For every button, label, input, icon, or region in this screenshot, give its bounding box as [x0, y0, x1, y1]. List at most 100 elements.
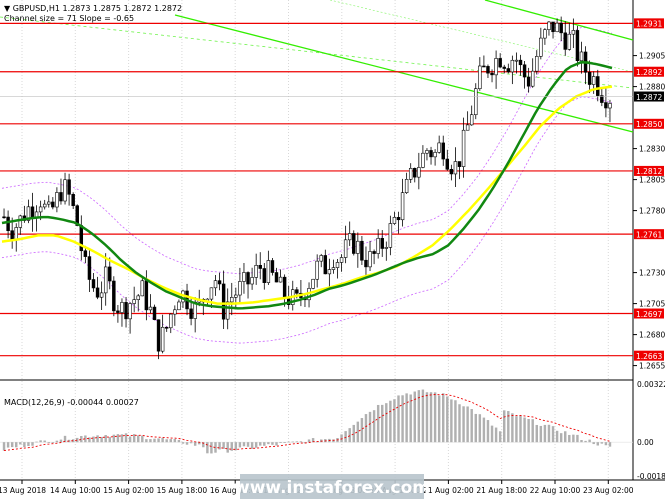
macd-bar [372, 410, 376, 443]
candle-bear [518, 59, 523, 66]
level-label: 1.2892 [636, 68, 662, 77]
candle-bull [266, 260, 271, 283]
candle-bear [522, 64, 527, 78]
candle-bull [469, 114, 474, 126]
macd-bar [193, 442, 197, 446]
candle-bear [258, 265, 262, 269]
candle-bear [449, 168, 454, 175]
candle-bull [384, 247, 389, 249]
level-tag [634, 165, 664, 176]
candle-bull [494, 58, 498, 76]
macd-bar [31, 442, 34, 446]
candle-bull [173, 309, 177, 315]
candle-bear [600, 95, 604, 103]
macd-bar [112, 434, 116, 443]
candle-bear [596, 76, 600, 96]
candle-bull [99, 292, 104, 298]
macd-bar [588, 439, 591, 443]
candle-bull [140, 280, 145, 297]
macd-bar [511, 413, 514, 443]
time-tick-label: 15 Aug 18:00 [157, 486, 208, 495]
macd-bar [27, 442, 30, 446]
candle-bear [587, 71, 592, 85]
candle-bear [152, 306, 157, 321]
macd-bar [2, 442, 6, 451]
candlesticks [2, 16, 612, 360]
candle-bull [356, 240, 360, 254]
watermark: www.instaforex.com [234, 478, 430, 498]
macd-bar [576, 434, 579, 443]
candle-bear [71, 194, 75, 206]
macd-bar [474, 413, 477, 443]
moving-averages: 1.2872 [0, 60, 664, 310]
macd-bar [254, 442, 258, 448]
candle-bull [331, 267, 336, 270]
candle-bull [347, 233, 352, 241]
macd-bar [71, 439, 75, 443]
candle-bull [103, 266, 108, 294]
candle-bull [417, 167, 421, 178]
macd-bar [486, 420, 490, 443]
candle-bull [461, 129, 466, 167]
candle-bull [148, 306, 153, 311]
macd-bar [63, 435, 67, 443]
level-label: 1.2663 [636, 352, 662, 361]
channel-upper-line [484, 0, 634, 41]
candle-bull [136, 295, 140, 300]
macd-bar [527, 418, 530, 443]
candle-bull [408, 167, 413, 180]
candle-bear [360, 240, 364, 261]
candle-bear [429, 150, 433, 158]
price-tick-label: 1.2730 [639, 269, 665, 278]
macd-bar [234, 442, 238, 451]
level-tag [634, 118, 664, 129]
regression-channel [0, 0, 634, 133]
price-tick-label: 1.2830 [639, 145, 665, 154]
macd-bar [149, 439, 152, 443]
candle-bull [437, 142, 441, 153]
candle-bear [59, 192, 63, 202]
macd-bar [535, 424, 538, 443]
candle-bear [502, 66, 506, 69]
candle-bull [14, 227, 18, 241]
macd-bar [555, 430, 559, 443]
macd-bar [185, 442, 189, 445]
candle-bull [376, 238, 380, 254]
macd-bar [498, 431, 502, 443]
channel-dotted-line [0, 16, 634, 89]
symbol-header: ▼ GBPUSD,H1 1.2873 1.2875 1.2872 1.2872 [4, 4, 183, 13]
macd-bar [267, 442, 270, 445]
level-tag [634, 66, 664, 77]
candle-bull [169, 313, 173, 329]
channel-middle-line [174, 14, 634, 133]
time-tick-label: 15 Aug 02:00 [103, 486, 154, 495]
price-tick-label: 1.2680 [639, 331, 665, 340]
candle-bull [63, 179, 67, 202]
macd-bar [458, 404, 461, 443]
macd-bar [104, 435, 107, 443]
macd-bar [401, 395, 404, 443]
candle-bear [189, 308, 193, 319]
candle-bull [128, 303, 132, 320]
macd-bar [173, 438, 177, 443]
macd-bar [551, 426, 555, 443]
price-tick-label: 1.2905 [639, 52, 665, 61]
macd-bar [340, 434, 343, 443]
macd-bar [283, 442, 286, 444]
time-tick-label: 22 Aug 10:00 [530, 486, 581, 495]
candle-bull [213, 280, 218, 289]
candle-bull [311, 278, 315, 289]
candle-bull [278, 276, 283, 283]
macd-bar [543, 424, 547, 443]
candle-bull [335, 262, 340, 268]
candle-bull [327, 269, 332, 275]
candle-bear [112, 280, 116, 312]
macd-bar [242, 442, 246, 447]
candle-bull [234, 294, 238, 298]
time-tick-label: 16 Aug 10:00 [210, 486, 261, 495]
envelope-upper [1, 27, 613, 275]
candle-bull [47, 201, 51, 205]
candle-bear [95, 287, 100, 298]
